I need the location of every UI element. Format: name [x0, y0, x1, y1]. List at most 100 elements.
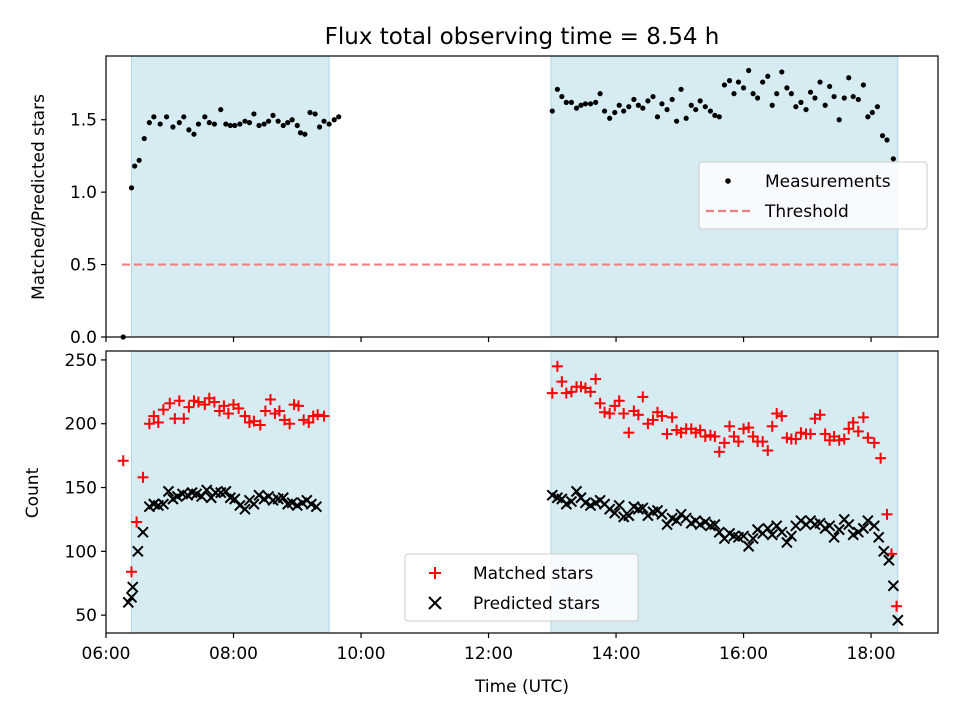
matched-star-point	[790, 433, 802, 445]
measurement-point	[289, 117, 295, 123]
matched-star-point	[862, 432, 874, 444]
measurement-point	[568, 99, 575, 105]
bottom-legend-box	[404, 553, 639, 622]
matched-star-point	[594, 397, 606, 409]
predicted-star-point	[132, 545, 144, 558]
measurement-point	[146, 120, 152, 126]
measurement-point	[265, 118, 272, 124]
measurement-point	[218, 106, 224, 113]
predicted-star-point	[766, 529, 778, 541]
measurement-point	[170, 124, 176, 130]
matched-star-point	[694, 424, 706, 436]
predicted-star-point	[613, 499, 625, 512]
predicted-star-point	[747, 532, 759, 545]
matched-star-point	[738, 423, 750, 435]
matched-star-point	[264, 393, 276, 405]
measurement-point	[750, 91, 756, 97]
matched-stars-series	[117, 360, 903, 612]
measurement-point	[890, 156, 896, 162]
measurement-point	[607, 115, 613, 121]
y-tick-label: 250	[65, 351, 97, 371]
x-tick-label: 16:00	[719, 644, 768, 664]
matched-star-point	[732, 436, 744, 448]
y-tick-label: 1.0	[70, 183, 97, 203]
measurement-point	[865, 114, 871, 120]
measurement-point	[884, 137, 890, 143]
measurement-point	[788, 91, 794, 97]
matched-star-point	[546, 387, 558, 399]
predicted-star-point	[127, 581, 139, 593]
measurement-point	[798, 99, 804, 105]
measurement-point	[176, 120, 182, 126]
measurement-point	[307, 109, 313, 116]
measurement-point	[654, 114, 661, 120]
predicted-star-point	[670, 515, 683, 527]
measurement-point	[202, 114, 208, 120]
matched-star-point	[590, 373, 602, 385]
matched-star-point	[560, 387, 572, 399]
measurement-point	[326, 121, 332, 127]
matched-star-point	[718, 437, 730, 449]
predicted-star-point	[209, 486, 222, 499]
x-tick-label: 12:00	[464, 644, 513, 664]
matched-star-point	[173, 395, 185, 407]
measurement-point	[549, 108, 555, 114]
measurement-point	[669, 96, 675, 103]
measurement-point	[774, 91, 780, 97]
matched-star-point	[164, 397, 176, 409]
y-tick-label: 50	[75, 606, 97, 626]
matched-star-point	[666, 411, 678, 423]
measurement-point	[578, 102, 584, 108]
measurement-point	[587, 101, 594, 107]
chart-title: Flux total observing time = 8.54 h	[325, 24, 720, 50]
measurement-point	[650, 93, 656, 100]
measurement-point	[836, 117, 842, 123]
measurement-point	[631, 96, 637, 103]
x-tick-label: 18:00	[847, 644, 896, 664]
measurement-point	[246, 120, 253, 126]
predicted-star-point	[570, 485, 583, 498]
legend-predicted-label: Predicted stars	[473, 594, 600, 614]
matched-star-point	[148, 410, 160, 422]
matched-star-point	[766, 420, 778, 432]
matched-star-point	[875, 452, 887, 464]
matched-star-point	[661, 428, 673, 440]
measurement-point	[846, 75, 852, 81]
measurement-point	[294, 122, 300, 129]
matched-star-point	[599, 406, 611, 418]
predicted-star-point	[137, 526, 149, 538]
measurement-point	[721, 82, 728, 88]
measurement-point	[275, 118, 281, 124]
predicted-star-point	[868, 520, 880, 532]
predicted-star-point	[781, 536, 793, 549]
predicted-star-point	[310, 500, 323, 513]
measurement-point	[702, 104, 708, 110]
x-tick-label: 08:00	[209, 644, 258, 664]
measurement-point	[746, 67, 752, 74]
measurement-point	[831, 93, 837, 100]
measurement-point	[779, 69, 785, 75]
matched-star-point	[208, 396, 220, 408]
matched-star-point	[131, 516, 143, 528]
measurement-point	[807, 89, 814, 95]
measurement-point	[664, 106, 670, 113]
measurement-point	[812, 95, 818, 101]
predicted-star-point	[709, 518, 721, 531]
measurement-point	[227, 122, 233, 129]
measurement-point	[312, 111, 318, 117]
predicted-star-point	[248, 498, 260, 510]
legend-threshold-label: Threshold	[764, 202, 849, 222]
matched-star-point	[284, 418, 296, 430]
matched-star-point	[762, 445, 774, 457]
measurement-point	[793, 104, 799, 110]
shaded-interval-0	[131, 350, 330, 634]
matched-star-point	[868, 437, 880, 449]
predicted-star-point	[776, 526, 788, 538]
measurement-point	[191, 131, 197, 137]
measurement-point	[726, 78, 733, 84]
matched-star-point	[814, 409, 826, 421]
matched-star-point	[699, 430, 711, 442]
measurement-point	[716, 114, 722, 120]
measurement-point	[211, 121, 217, 127]
